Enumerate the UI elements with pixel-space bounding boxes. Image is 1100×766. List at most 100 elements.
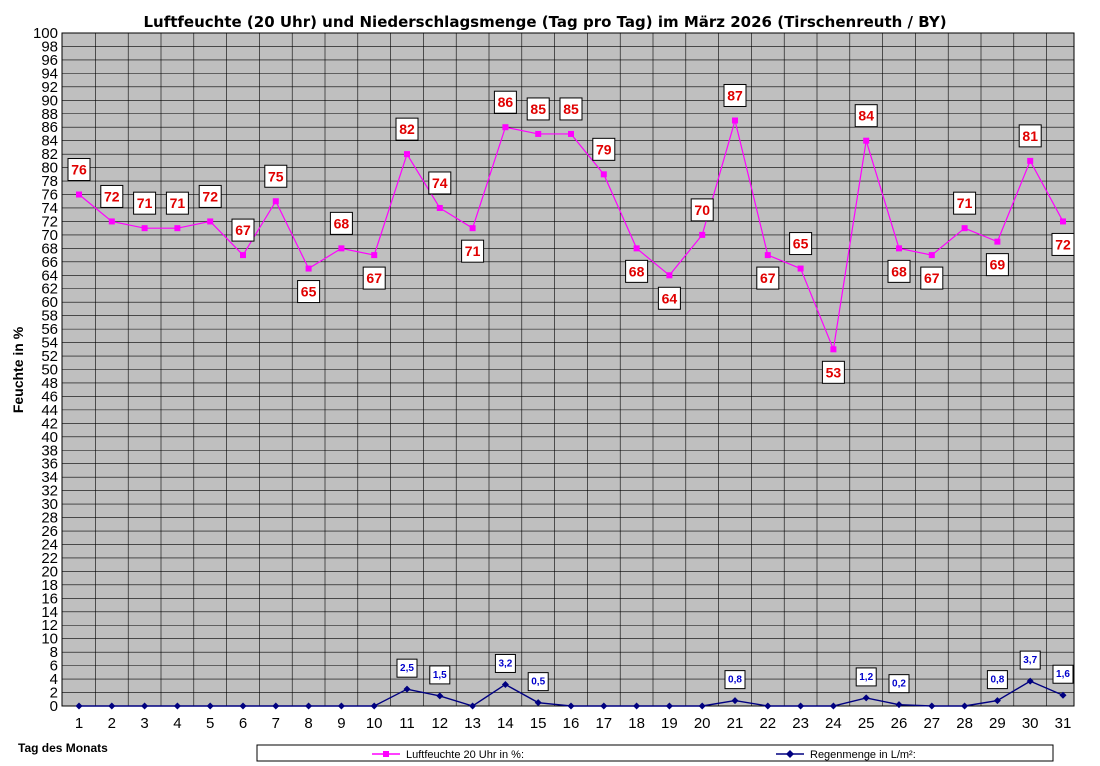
rain-point bbox=[928, 702, 936, 710]
rain-point bbox=[239, 702, 247, 710]
x-tick-label: 21 bbox=[727, 715, 744, 732]
humidity-label-box bbox=[985, 253, 1009, 277]
rain-label-box bbox=[1052, 664, 1074, 684]
humidity-point bbox=[141, 225, 148, 232]
x-tick-label: 9 bbox=[337, 715, 345, 732]
x-tick-label: 6 bbox=[239, 715, 247, 732]
humidity-label-box bbox=[887, 259, 911, 283]
legend-humidity-marker bbox=[383, 751, 389, 757]
humidity-data-label: 67 bbox=[760, 270, 776, 286]
humidity-label-box bbox=[559, 97, 583, 121]
rain-point bbox=[206, 702, 214, 710]
x-tick-label: 12 bbox=[431, 715, 448, 732]
humidity-point bbox=[928, 252, 935, 259]
humidity-data-label: 72 bbox=[1055, 236, 1071, 252]
y-tick-label: 34 bbox=[41, 469, 58, 486]
legend-box bbox=[256, 744, 1054, 762]
humidity-point bbox=[1060, 218, 1066, 225]
humidity-label-box bbox=[690, 198, 714, 222]
humidity-point bbox=[732, 117, 738, 124]
rain-point bbox=[75, 702, 83, 710]
humidity-data-label: 72 bbox=[202, 188, 218, 204]
humidity-data-label: 71 bbox=[957, 195, 973, 211]
humidity-data-label: 85 bbox=[563, 101, 579, 117]
humidity-data-label: 69 bbox=[990, 257, 1006, 273]
rain-point bbox=[993, 697, 1001, 705]
humidity-point bbox=[207, 218, 214, 225]
x-tick-label: 28 bbox=[956, 715, 973, 732]
x-tick-label: 11 bbox=[399, 715, 415, 732]
y-tick-label: 8 bbox=[50, 644, 58, 661]
y-tick-label: 62 bbox=[41, 281, 58, 298]
humidity-label-box bbox=[821, 360, 845, 384]
x-tick-label: 23 bbox=[792, 715, 809, 732]
y-tick-label: 46 bbox=[41, 388, 58, 405]
y-tick-label: 44 bbox=[41, 402, 58, 419]
rain-label-box bbox=[855, 667, 877, 687]
y-axis-label: Feuchte in % bbox=[10, 326, 26, 413]
y-tick-label: 76 bbox=[41, 187, 58, 204]
humidity-label-box bbox=[198, 184, 222, 208]
y-tick-label: 18 bbox=[41, 577, 58, 594]
humidity-data-label: 72 bbox=[104, 188, 120, 204]
humidity-label-box bbox=[592, 137, 616, 161]
x-tick-label: 13 bbox=[464, 715, 481, 732]
humidity-point bbox=[994, 238, 1001, 245]
rain-data-label: 2,5 bbox=[400, 663, 414, 674]
y-tick-label: 20 bbox=[41, 563, 58, 580]
rain-point bbox=[665, 702, 673, 710]
chart-title: Luftfeuchte (20 Uhr) und Niederschlagsme… bbox=[143, 13, 946, 31]
humidity-data-label: 81 bbox=[1022, 128, 1038, 144]
y-tick-label: 6 bbox=[50, 658, 58, 675]
x-tick-label: 16 bbox=[563, 715, 580, 732]
humidity-data-label: 82 bbox=[399, 121, 415, 137]
rain-label-box bbox=[429, 665, 451, 685]
rain-label-box bbox=[986, 670, 1008, 690]
x-tick-label: 8 bbox=[304, 715, 312, 732]
humidity-label-box bbox=[1018, 124, 1042, 148]
rain-data-label: 0,2 bbox=[892, 679, 906, 690]
humidity-point bbox=[404, 151, 410, 158]
y-tick-label: 82 bbox=[41, 146, 58, 163]
x-tick-label: 19 bbox=[661, 715, 678, 732]
humidity-label-box bbox=[264, 164, 288, 188]
rain-point bbox=[403, 685, 411, 693]
rain-data-label: 1,5 bbox=[433, 670, 447, 681]
humidity-point bbox=[108, 218, 115, 225]
x-tick-label: 25 bbox=[858, 715, 875, 732]
y-axis-ticks: 0246810121416182022242628303234363840424… bbox=[33, 25, 58, 715]
humidity-point bbox=[764, 252, 771, 259]
humidity-data-label: 75 bbox=[268, 168, 284, 184]
y-tick-label: 60 bbox=[41, 294, 58, 311]
y-tick-label: 66 bbox=[41, 254, 58, 271]
humidity-data-label: 79 bbox=[596, 141, 612, 157]
rain-point bbox=[600, 702, 608, 710]
rain-point bbox=[633, 702, 641, 710]
rain-point bbox=[436, 692, 444, 700]
rain-point bbox=[370, 702, 378, 710]
humidity-data-label: 71 bbox=[137, 195, 153, 211]
x-tick-label: 3 bbox=[140, 715, 148, 732]
rain-point bbox=[829, 702, 837, 710]
y-tick-label: 64 bbox=[41, 267, 58, 284]
x-tick-label: 17 bbox=[595, 715, 612, 732]
y-tick-label: 94 bbox=[41, 65, 58, 82]
rain-point bbox=[961, 702, 969, 710]
x-tick-label: 27 bbox=[923, 715, 940, 732]
humidity-label-box bbox=[756, 266, 780, 290]
humidity-label-box bbox=[329, 211, 353, 235]
y-tick-label: 88 bbox=[41, 106, 58, 123]
x-tick-label: 30 bbox=[1022, 715, 1039, 732]
rain-data-label: 0,5 bbox=[531, 677, 545, 688]
y-tick-label: 74 bbox=[41, 200, 58, 217]
humidity-point bbox=[1027, 157, 1034, 164]
y-tick-label: 22 bbox=[41, 550, 58, 567]
y-tick-label: 38 bbox=[41, 442, 58, 459]
humidity-label-box bbox=[100, 184, 124, 208]
x-tick-label: 14 bbox=[497, 715, 514, 732]
rain-point bbox=[173, 702, 181, 710]
humidity-label-box bbox=[428, 171, 452, 195]
humidity-point bbox=[240, 252, 246, 259]
rain-point bbox=[862, 694, 870, 702]
humidity-label-box bbox=[133, 191, 157, 215]
